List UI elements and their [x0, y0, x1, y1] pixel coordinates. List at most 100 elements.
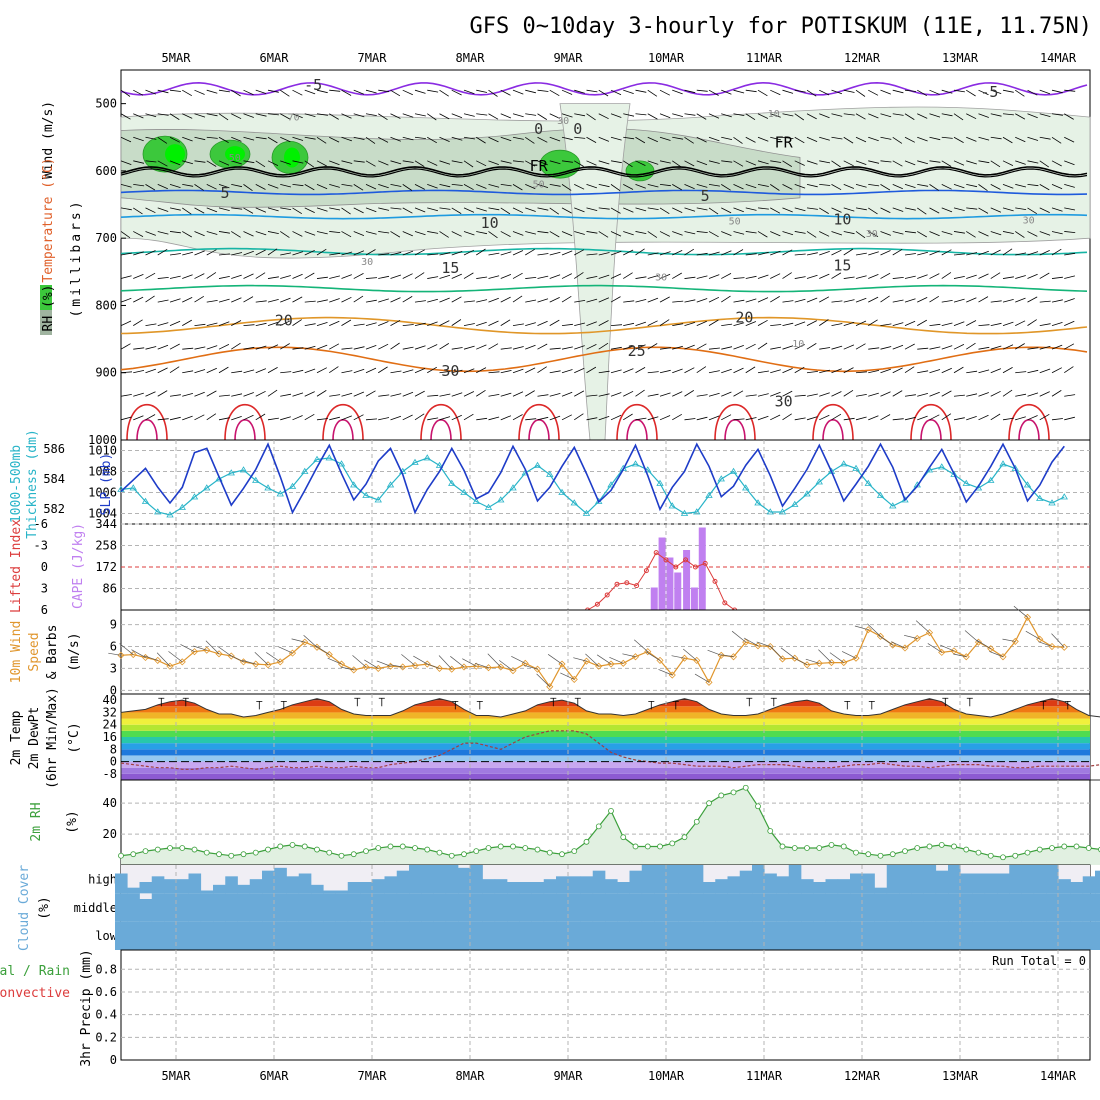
thickness-point — [987, 476, 995, 483]
wind-barb-10m — [915, 620, 930, 633]
wind-barb — [1027, 296, 1038, 303]
wind-barb — [402, 369, 414, 374]
cloud-bar — [1082, 921, 1096, 950]
wind-barb — [194, 369, 206, 374]
wind-barb — [757, 207, 769, 210]
wind-barb-10m — [450, 656, 465, 668]
wind-tick-label: 6 — [110, 640, 117, 654]
cloud-bar — [654, 893, 667, 922]
wind-barb — [414, 184, 425, 190]
rh-point — [436, 849, 443, 856]
wind-barb — [635, 248, 645, 256]
wind-barb — [439, 297, 450, 303]
wind-barb — [782, 368, 793, 374]
wind-barb — [672, 160, 682, 168]
wind-barb — [990, 113, 1002, 117]
thickness-point — [705, 491, 713, 498]
wind-barb — [684, 231, 696, 235]
wind-barb — [182, 274, 193, 279]
run-total-annotation: Run Total = 0 — [992, 954, 1086, 968]
wind-barb — [390, 319, 401, 326]
wind-barb — [427, 417, 439, 421]
wind-barb — [378, 321, 389, 327]
wind-barb — [745, 394, 757, 397]
wind-barb — [659, 89, 670, 96]
wind-barb — [696, 394, 708, 397]
rh-point — [865, 851, 872, 858]
wind-barb — [904, 160, 916, 166]
wind-barb — [120, 252, 132, 256]
wind-barb — [451, 231, 462, 237]
wind-barb — [684, 299, 696, 303]
wind-barb — [365, 367, 377, 374]
wind-barb — [488, 231, 498, 239]
wind-barb — [353, 184, 364, 191]
wind-barb — [598, 231, 609, 238]
wind-barb — [855, 297, 867, 303]
wind-barb — [1051, 299, 1063, 303]
wind-barb-10m — [792, 657, 808, 666]
wind-speed-point — [497, 663, 505, 671]
wind-barb — [990, 345, 1002, 350]
cloud-bar — [445, 865, 459, 894]
cloud-bar — [923, 921, 937, 950]
wind-barb — [463, 249, 475, 256]
wind-barb — [721, 231, 732, 236]
wind-barb — [708, 113, 720, 119]
wind-barb — [1015, 320, 1026, 326]
bottom-date-label: 13MAR — [942, 1069, 979, 1083]
wind-barb — [659, 273, 671, 279]
thickness-point — [1036, 494, 1044, 501]
cloud-bar — [629, 921, 643, 950]
cloud-bar — [862, 893, 875, 922]
wind-barb — [255, 390, 266, 397]
cloud-bar — [164, 893, 177, 922]
rh-point — [216, 851, 222, 858]
thickness-point — [656, 479, 664, 486]
wind-barb-10m — [462, 658, 477, 667]
wind-barb — [855, 252, 867, 256]
wind-barb — [488, 275, 500, 279]
cloud-bar — [262, 870, 275, 894]
wind-barb — [782, 113, 794, 117]
wind-speed-point — [411, 661, 419, 670]
wind-barb — [635, 136, 646, 144]
rh-point — [987, 852, 994, 859]
li-point — [712, 578, 718, 584]
cloud-bar — [213, 893, 226, 922]
wind-barb — [427, 160, 438, 166]
wind-barb — [525, 136, 535, 144]
temp-tick-label: 24 — [103, 718, 117, 732]
wind-barb — [794, 394, 806, 397]
wind-barb — [904, 136, 915, 143]
rh-point — [142, 848, 149, 854]
wind-barb — [794, 366, 805, 374]
wind-barb — [966, 342, 976, 350]
wind-barb — [427, 231, 439, 234]
wind-barb — [561, 369, 573, 374]
wind-barb — [904, 320, 916, 327]
wind-barb — [512, 113, 524, 118]
wind-barb — [476, 183, 487, 189]
wind-barb — [169, 207, 181, 211]
wind-barb — [243, 113, 254, 118]
wind-speed-point — [301, 638, 309, 646]
wind-barb — [1051, 418, 1063, 421]
cloud-bar — [482, 921, 496, 950]
isotherm-label: 5 — [220, 184, 229, 202]
rh-point — [473, 848, 480, 854]
wind-barb — [990, 413, 1001, 421]
cloud-bar — [935, 921, 949, 950]
rh-point — [461, 851, 467, 858]
li-tick-label: 6 — [41, 603, 48, 617]
wind-barb — [169, 394, 181, 397]
wind-barb-10m — [511, 655, 526, 664]
isotherm-40-loop — [234, 419, 256, 441]
wind-barb — [512, 89, 524, 95]
rh-point — [755, 803, 761, 810]
cloud-bar — [886, 893, 900, 922]
wind-barb — [1002, 344, 1014, 350]
rh-point — [644, 843, 651, 850]
wind-barb — [1027, 89, 1038, 96]
wind-barb — [770, 250, 781, 256]
